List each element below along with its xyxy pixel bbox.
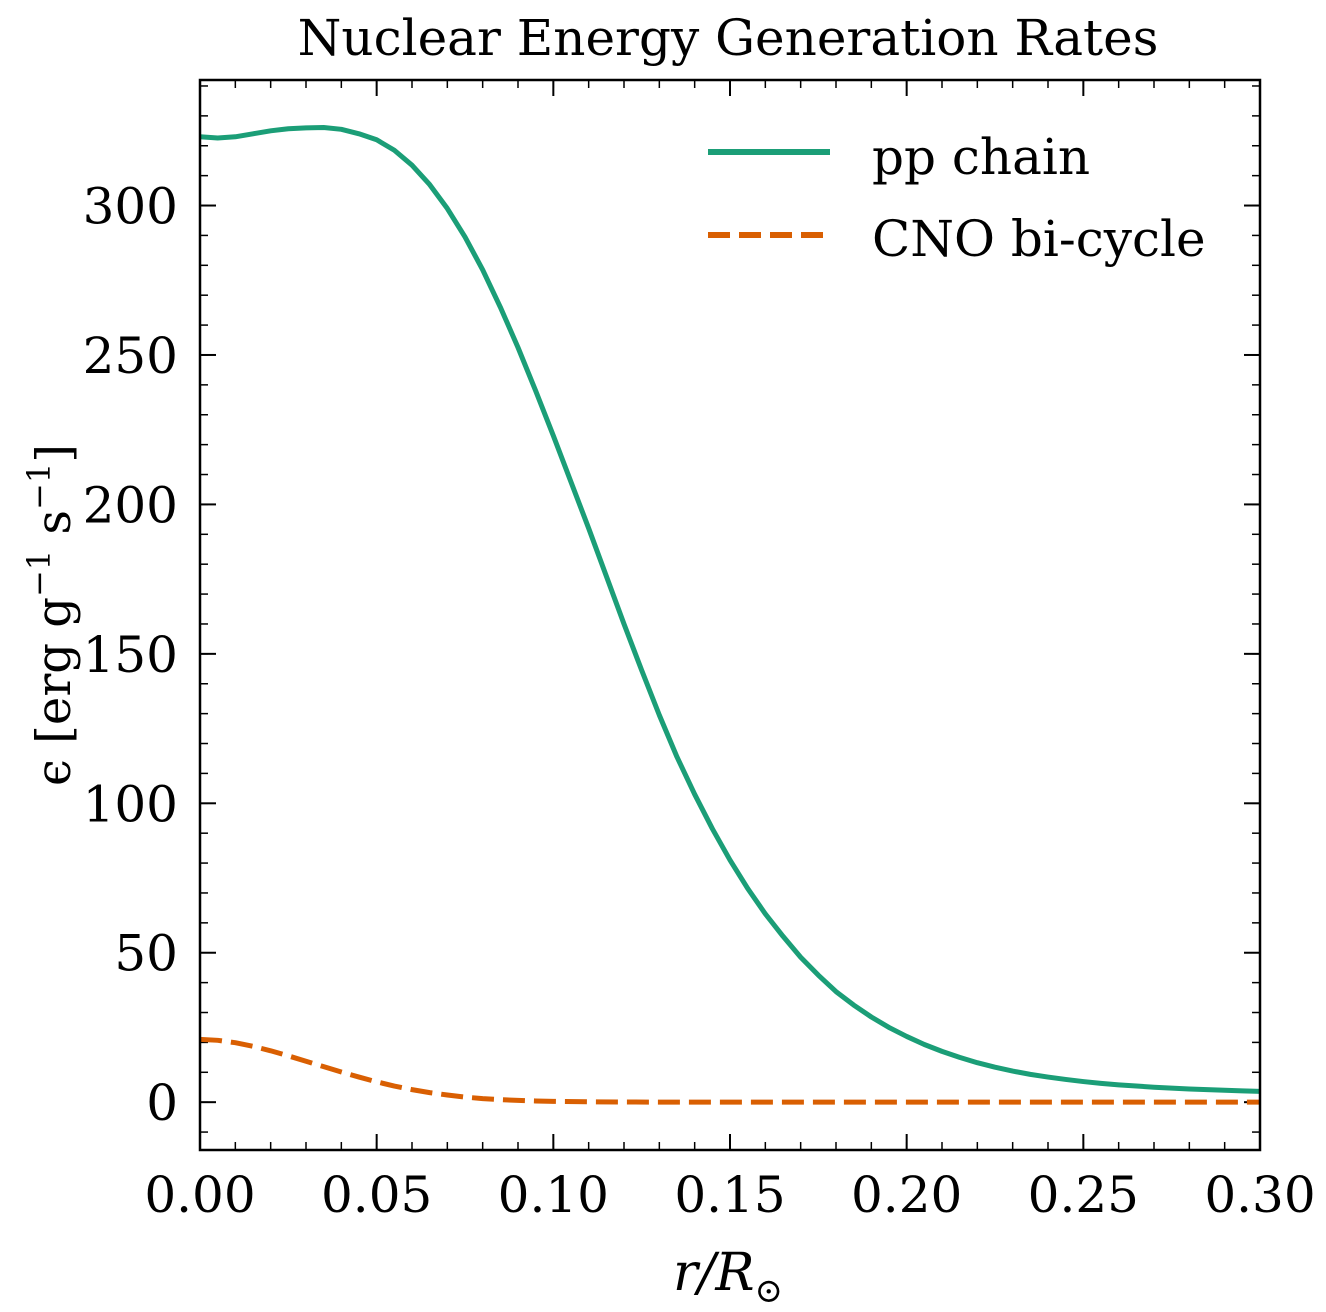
y-axis-label-lead: ϵ [erg g — [26, 597, 82, 786]
series-line-cno-bi-cycle — [199, 1036, 1260, 1105]
y-tick-label: 50 — [114, 925, 178, 983]
x-tick-label: 0.05 — [321, 1166, 432, 1224]
y-tick-label: 150 — [83, 626, 178, 684]
x-tick-label: 0.00 — [144, 1166, 255, 1224]
series-line-pp-chain — [199, 125, 1261, 1094]
x-tick-label: 0.10 — [498, 1166, 609, 1224]
legend-label-cno-bi-cycle: CNO bi-cycle — [872, 210, 1206, 268]
x-tick-label: 0.25 — [1028, 1166, 1139, 1224]
x-axis-label-var: r/R — [673, 1243, 755, 1303]
y-tick-label: 200 — [83, 476, 178, 534]
y-tick-label: 100 — [83, 775, 178, 833]
y-tick-labels: 0 50 100 150 200 250 300 — [83, 178, 178, 1133]
plot-frame — [198, 78, 1262, 1152]
x-axis-label: r/R⊙ — [673, 1243, 783, 1311]
y-axis-label-sup2: −1 — [20, 463, 58, 510]
chart-title: Nuclear Energy Generation Rates — [298, 9, 1159, 67]
x-tick-labels: 0.00 0.05 0.10 0.15 0.20 0.25 0.30 — [144, 1166, 1315, 1224]
y-axis-label-sup1: −1 — [20, 550, 58, 597]
x-tick-label: 0.15 — [674, 1166, 785, 1224]
x-tick-label: 0.20 — [851, 1166, 962, 1224]
y-tick-label: 250 — [83, 327, 178, 385]
plot-lines — [199, 125, 1261, 1105]
y-axis-label: ϵ [erg g−1 s−1] — [20, 444, 82, 786]
legend: pp chain CNO bi-cycle — [708, 128, 1206, 268]
x-axis-label-sub: ⊙ — [755, 1271, 784, 1311]
y-axis-label-mid: s — [26, 510, 82, 550]
x-tick-label: 0.30 — [1204, 1166, 1315, 1224]
y-tick-label: 0 — [146, 1074, 178, 1132]
legend-label-pp-chain: pp chain — [872, 128, 1090, 186]
y-tick-label: 300 — [83, 178, 178, 236]
y-axis-label-tail: ] — [26, 444, 82, 463]
